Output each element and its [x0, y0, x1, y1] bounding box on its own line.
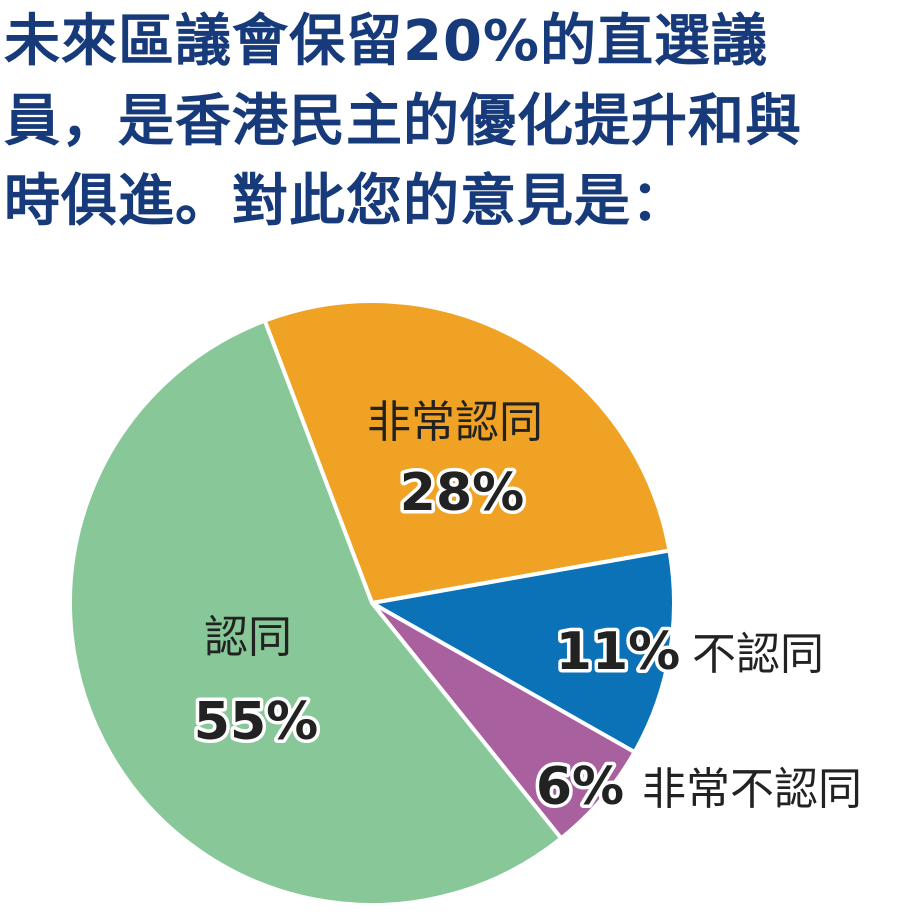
- slice-label: 非常認同: [367, 397, 543, 448]
- slice-label: 非常不認同: [642, 764, 862, 815]
- pie-slice: [262, 299, 672, 605]
- value-label: 11%: [556, 622, 680, 682]
- pie-slice: [68, 318, 564, 907]
- value-label: 28%: [400, 463, 524, 523]
- slice-label: 認同: [204, 612, 292, 663]
- value-label: 55%: [194, 692, 318, 752]
- value-label: 6%: [536, 757, 624, 817]
- chart-title: 未來區議會保留20%的直選議員，是香港民主的優化提升和與時俱進。對此您的意見是：: [4, 9, 802, 234]
- pie-slice: [370, 548, 676, 755]
- slice-label: 不認同: [692, 629, 824, 680]
